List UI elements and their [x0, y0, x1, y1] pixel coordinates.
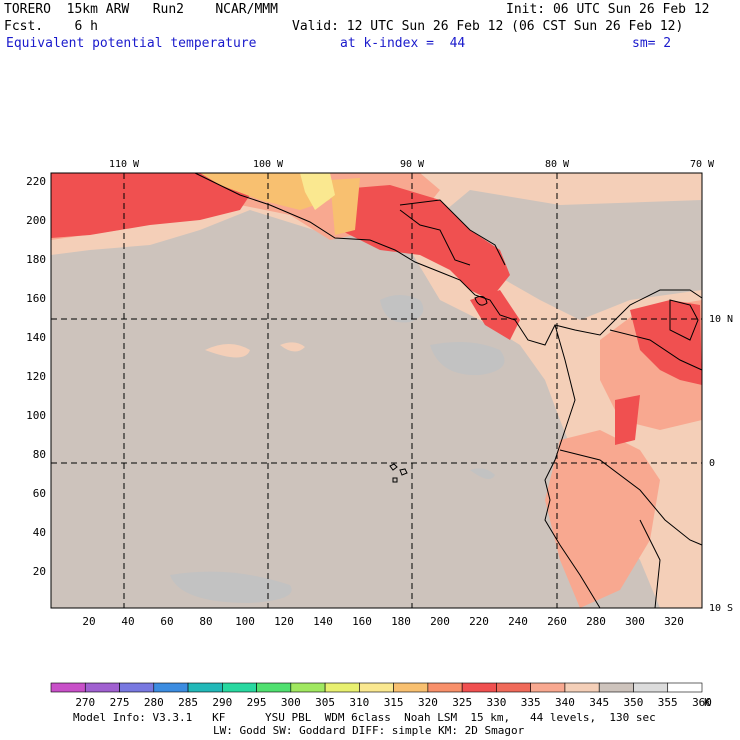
orange-region [200, 173, 360, 235]
y-tick-label: 40 [33, 526, 46, 539]
x-tick-label: 40 [121, 615, 134, 628]
colorbar-level-label: 355 [658, 696, 678, 709]
colorbar-swatch [564, 682, 600, 693]
field-name: Equivalent potential temperature [6, 36, 257, 51]
colorbar-swatch [359, 682, 394, 693]
colorbar-swatch [324, 682, 360, 693]
colorbar-swatch [222, 682, 257, 693]
colorbar-swatch [50, 682, 86, 693]
lon-label: 70 W [690, 159, 715, 170]
colorbar-level-label: 320 [418, 696, 438, 709]
colorbar-swatch [84, 682, 120, 693]
red-region [51, 173, 702, 445]
y-tick-label: 120 [26, 370, 46, 383]
colorbar-swatch [290, 682, 326, 693]
x-tick-label: 20 [82, 615, 95, 628]
colorbar-level-label: 330 [486, 696, 506, 709]
colorbar-level-label: 275 [110, 696, 130, 709]
model-title: TORERO 15km ARW Run2 NCAR/MMM [4, 2, 278, 17]
x-tick-label: 260 [547, 615, 567, 628]
colorbar: 270 275 280 285 290 295 300 305 310 315 320 325 330 3… [50, 682, 712, 709]
x-tick-label: 320 [664, 615, 684, 628]
lon-label: 90 W [400, 159, 425, 170]
colorbar-level-label: 280 [144, 696, 164, 709]
init-time: Init: 06 UTC Sun 26 Feb 12 [506, 2, 710, 17]
x-axis-ticks: 20 40 60 80 100 120 140 160 180 200 220 … [82, 615, 684, 628]
y-tick-label: 160 [26, 292, 46, 305]
y-tick-label: 80 [33, 448, 46, 461]
lat-label: 10 N [709, 314, 733, 325]
x-tick-label: 200 [430, 615, 450, 628]
physics-info: LW: Godd SW: Goddard DIFF: simple KM: 2D… [213, 724, 525, 737]
lon-label: 100 W [253, 159, 284, 170]
x-tick-label: 220 [469, 615, 489, 628]
colorbar-level-label: 350 [624, 696, 644, 709]
colorbar-swatch [393, 682, 429, 693]
map-plot [50, 172, 703, 609]
colorbar-unit: K [704, 696, 711, 709]
smoothing-label: sm= 2 [632, 36, 672, 51]
coastlines [194, 172, 703, 609]
colorbar-swatch [153, 682, 189, 693]
colorbar-level-label: 315 [384, 696, 404, 709]
colorbar-level-label: 310 [349, 696, 369, 709]
map-frame [50, 172, 703, 609]
colorbar-swatch [598, 682, 634, 693]
colorbar-level-label: 325 [452, 696, 472, 709]
colorbar-level-label: 335 [521, 696, 541, 709]
x-tick-label: 300 [625, 615, 645, 628]
yellow-region [300, 173, 335, 210]
x-tick-label: 120 [274, 615, 294, 628]
x-tick-label: 100 [235, 615, 255, 628]
valid-time: Valid: 12 UTC Sun 26 Feb 12 (06 CST Sun … [292, 19, 684, 34]
forecast-hour: Fcst. 6 h [4, 19, 98, 34]
colorbar-swatch [119, 682, 155, 693]
lat-lon-grid [51, 173, 702, 608]
colorbar-level-label: 305 [315, 696, 335, 709]
x-tick-label: 240 [508, 615, 528, 628]
colorbar-swatch [427, 682, 463, 693]
y-tick-label: 140 [26, 331, 46, 344]
colorbar-level-label: 295 [247, 696, 267, 709]
colorbar-swatch [496, 682, 531, 693]
k-index-label: at k-index = 44 [340, 36, 466, 51]
model-info: Model Info: V3.3.1 KF YSU PBL WDM 6class… [73, 711, 656, 724]
x-tick-label: 60 [160, 615, 173, 628]
colorbar-level-label: 270 [75, 696, 95, 709]
x-tick-label: 180 [391, 615, 411, 628]
colorbar-level-label: 290 [212, 696, 232, 709]
colorbar-swatch [530, 682, 566, 693]
colorbar-swatch [256, 682, 292, 693]
colorbar-level-label: 360 [692, 696, 712, 709]
lon-label: 110 W [109, 159, 140, 170]
y-tick-label: 20 [33, 565, 46, 578]
colorbar-swatch [461, 682, 497, 693]
lat-label: 10 S [709, 603, 733, 614]
x-tick-label: 80 [199, 615, 212, 628]
longitude-labels: 110 W 100 W 90 W 80 W 70 W [109, 159, 715, 170]
x-tick-label: 280 [586, 615, 606, 628]
grey-patches [170, 295, 505, 603]
x-tick-label: 160 [352, 615, 372, 628]
x-tick-label: 140 [313, 615, 333, 628]
y-tick-label: 60 [33, 487, 46, 500]
colorbar-level-label: 300 [281, 696, 301, 709]
colorbar-swatch [667, 682, 703, 693]
colorbar-swatch [633, 682, 669, 693]
colorbar-level-label: 285 [178, 696, 198, 709]
y-tick-label: 220 [26, 175, 46, 188]
lon-label: 80 W [545, 159, 570, 170]
y-tick-label: 180 [26, 253, 46, 266]
y-tick-label: 100 [26, 409, 46, 422]
y-axis-ticks: 20 40 60 80 100 120 140 160 180 200 220 [26, 175, 46, 578]
colorbar-swatch [187, 682, 223, 693]
colorbar-level-label: 340 [555, 696, 575, 709]
lat-label: 0 [709, 458, 715, 469]
colorbar-level-label: 345 [589, 696, 609, 709]
y-tick-label: 200 [26, 214, 46, 227]
latitude-labels: 10 N 0 10 S [709, 314, 733, 614]
